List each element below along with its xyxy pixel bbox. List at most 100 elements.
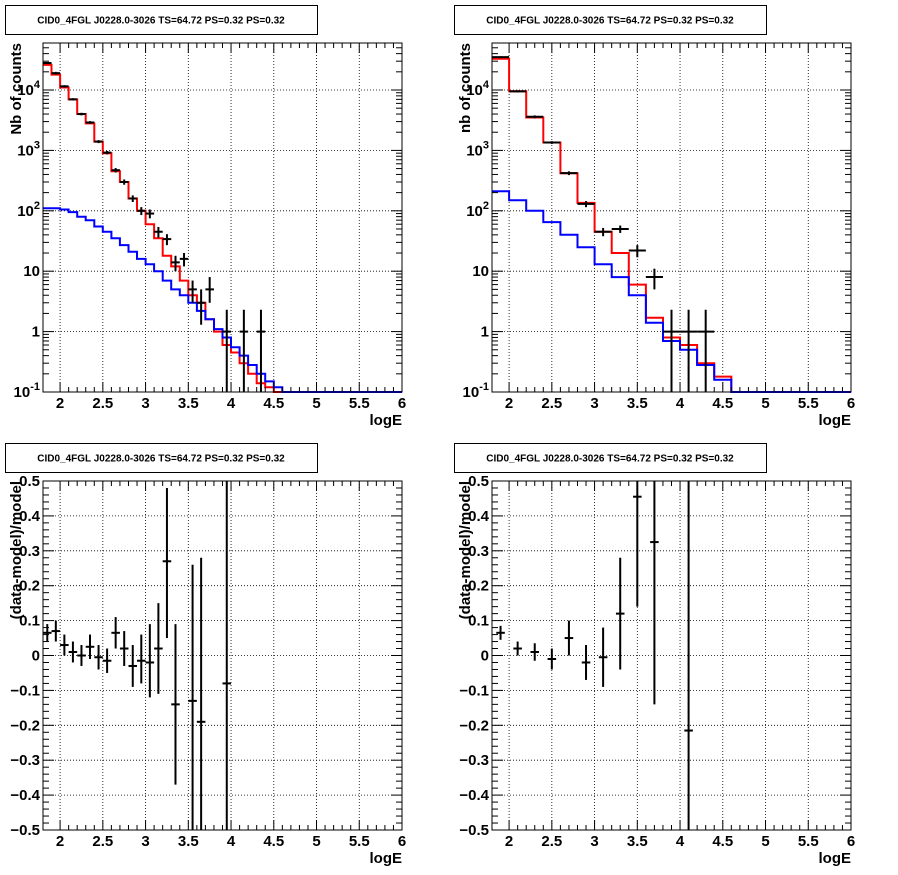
y-tick-label: 102 — [17, 200, 40, 220]
data-point — [85, 634, 95, 659]
y-axis-label: nb of counts — [457, 43, 474, 133]
data-point — [137, 207, 146, 216]
y-tick-label: −0.2 — [459, 717, 489, 734]
grid — [492, 480, 852, 831]
data-point — [543, 141, 561, 144]
data-point — [628, 245, 646, 258]
x-tick-label: 3.5 — [627, 395, 648, 412]
error-bar-series — [43, 61, 266, 392]
title-box — [454, 443, 767, 473]
data-point — [188, 280, 197, 303]
x-axis-label: logE — [819, 412, 852, 429]
data-point — [196, 289, 206, 325]
x-tick-label: 5 — [312, 395, 320, 412]
y-axis-label: (data-model)/model — [8, 481, 25, 619]
y-tick-label: −0.5 — [459, 822, 489, 839]
data-point — [564, 620, 574, 656]
y-tick-label: 0.2 — [19, 578, 40, 595]
data-point — [188, 564, 197, 830]
data-point — [581, 645, 591, 680]
y-tick-label: 0.1 — [468, 613, 489, 630]
data-point — [94, 140, 103, 144]
x-axis-label: logE — [370, 850, 403, 867]
data-point — [547, 648, 557, 670]
y-tick-label: −0.4 — [10, 787, 40, 804]
x-axis-label: logE — [370, 412, 403, 429]
y-tick-label: 1 — [32, 324, 40, 341]
x-tick-label: 4 — [676, 395, 685, 412]
x-tick-label: 5 — [761, 395, 769, 412]
x-tick-label: 5.5 — [798, 833, 819, 850]
y-tick-label: 103 — [466, 139, 489, 159]
data-point — [239, 309, 249, 392]
data-point — [154, 603, 163, 694]
data-point — [530, 643, 540, 661]
data-point — [111, 617, 120, 649]
x-tick-label: 3 — [141, 833, 149, 850]
y-tick-label: 0 — [481, 648, 489, 665]
data-point — [560, 171, 578, 176]
data-point — [51, 620, 61, 642]
title-box — [5, 443, 318, 473]
error-bar-series — [492, 56, 715, 392]
data-point — [645, 268, 663, 290]
y-tick-label: 104 — [17, 79, 41, 99]
histogram-series-2 — [43, 207, 402, 393]
error-bar-series — [496, 481, 693, 830]
data-point — [162, 487, 172, 639]
chart-panel-1: CID0_4FGL J0228.0-3026 TS=64.72 PS=0.32 … — [5, 5, 406, 429]
error-bar-series — [43, 481, 232, 830]
x-tick-label: 3.5 — [178, 833, 199, 850]
y-tick-label: 0.4 — [19, 508, 41, 525]
y-tick-label: 10 — [23, 263, 40, 280]
plot-frame — [42, 480, 403, 831]
axis-ticks — [43, 480, 403, 831]
data-point — [60, 85, 69, 88]
x-tick-label: 3.5 — [627, 833, 648, 850]
y-axis-label: (data-model)/model — [457, 481, 474, 619]
chart-title: CID0_4FGL J0228.0-3026 TS=64.72 PS=0.32 … — [486, 16, 734, 27]
data-point — [171, 255, 180, 272]
axis-ticks — [492, 42, 852, 393]
data-point — [162, 234, 172, 246]
data-point — [128, 195, 138, 202]
data-point — [684, 481, 693, 830]
y-tick-label: −0.4 — [459, 787, 489, 804]
x-tick-label: 2 — [56, 395, 64, 412]
data-point — [145, 624, 155, 698]
x-tick-label: 2.5 — [541, 395, 562, 412]
x-tick-label: 3 — [590, 833, 598, 850]
chart-panel-4: CID0_4FGL J0228.0-3026 TS=64.72 PS=0.32 … — [454, 443, 855, 867]
y-tick-label: 10-1 — [14, 381, 40, 401]
data-point — [68, 98, 78, 101]
data-point — [43, 624, 52, 642]
data-point — [102, 150, 112, 155]
data-point — [222, 481, 232, 830]
x-tick-label: 4.5 — [263, 395, 284, 412]
x-tick-label: 5 — [761, 833, 769, 850]
x-tick-label: 4 — [676, 833, 685, 850]
data-point — [51, 71, 61, 75]
data-point — [171, 624, 180, 785]
y-tick-label: 103 — [17, 139, 40, 159]
x-tick-label: 6 — [398, 395, 406, 412]
data-point — [526, 115, 544, 119]
data-point — [179, 253, 189, 267]
x-tick-label: 2 — [505, 395, 513, 412]
data-point — [513, 641, 522, 656]
data-point — [137, 634, 146, 684]
histogram-series-1 — [43, 63, 402, 393]
data-point — [662, 309, 681, 392]
x-tick-label: 4.5 — [712, 395, 733, 412]
chart-panel-3: CID0_4FGL J0228.0-3026 TS=64.72 PS=0.32 … — [5, 443, 406, 867]
y-tick-label: −0.5 — [10, 822, 40, 839]
data-point — [256, 309, 266, 392]
axis-ticks — [492, 480, 852, 831]
y-tick-label: −0.1 — [10, 682, 40, 699]
data-point — [128, 645, 138, 687]
data-point — [77, 645, 86, 666]
y-tick-label: −0.3 — [10, 752, 40, 769]
data-point — [680, 309, 698, 392]
data-point — [577, 201, 595, 208]
y-tick-label: 10-1 — [463, 381, 489, 401]
